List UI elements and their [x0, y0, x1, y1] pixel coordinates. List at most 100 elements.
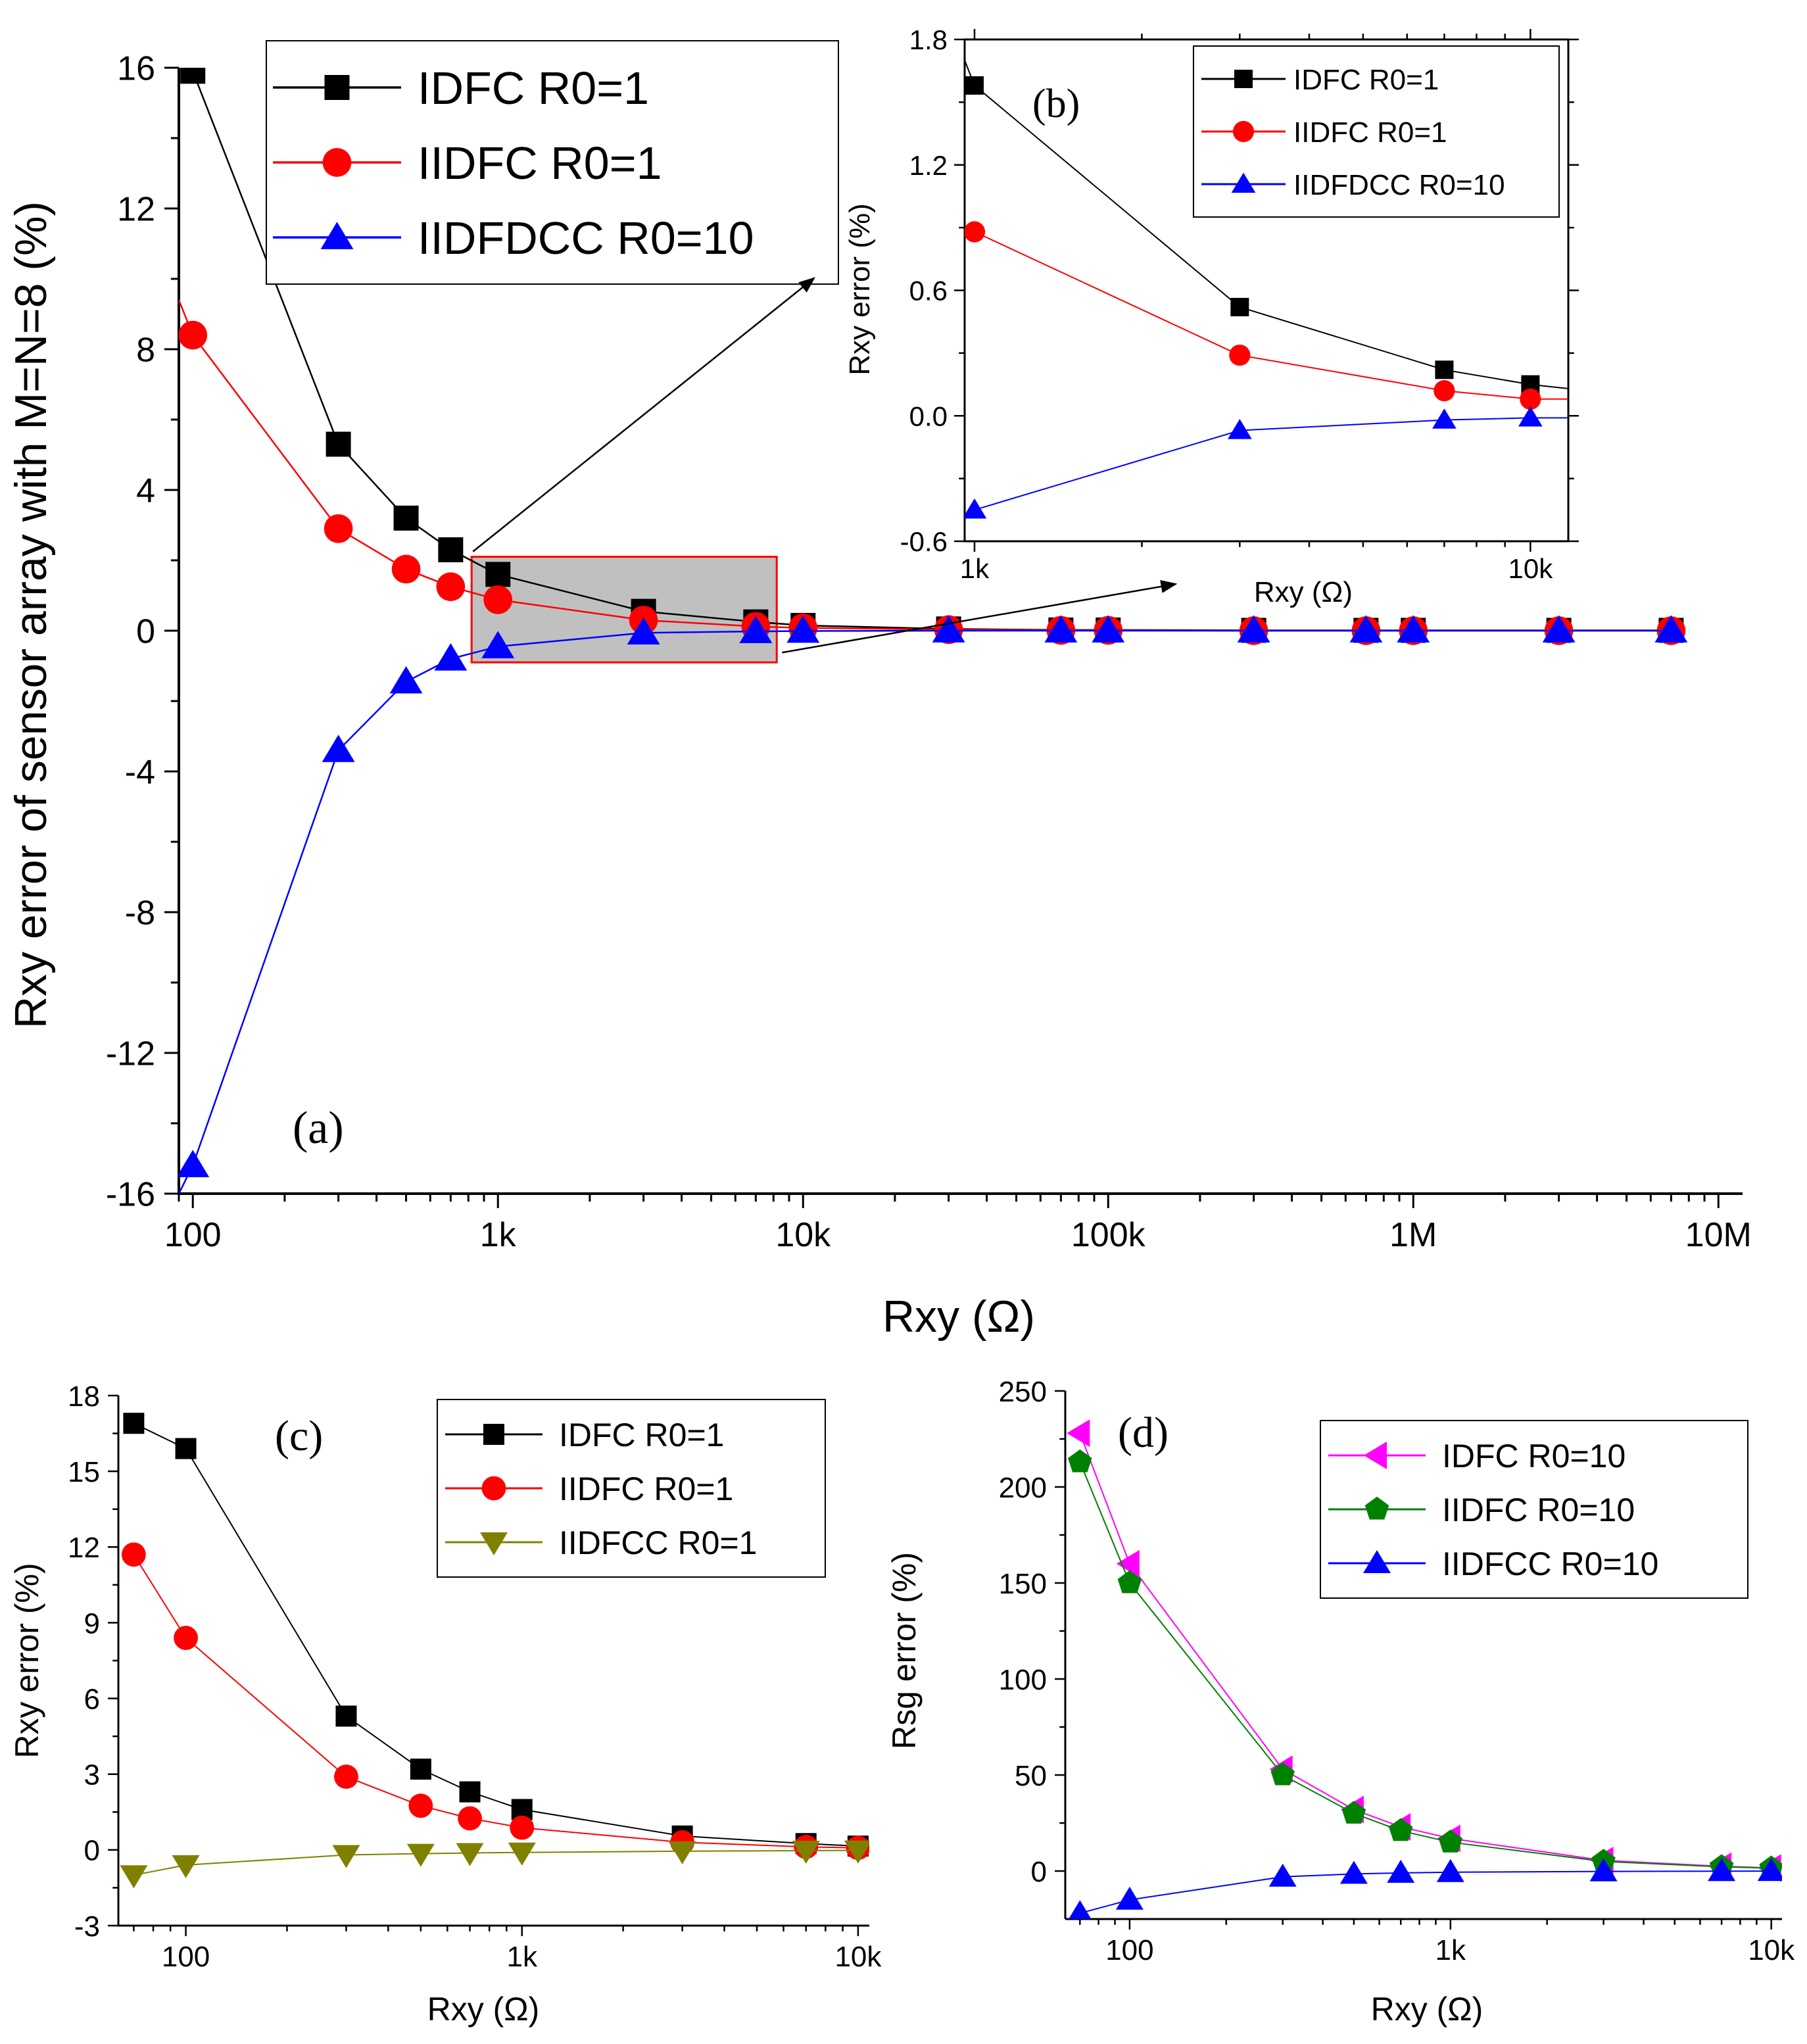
data-point-series-1: [324, 514, 353, 543]
data-point-series-2: [1349, 615, 1383, 643]
data-point-series-1: [1434, 380, 1455, 402]
legend-label-2: IIDFCC R0=1: [559, 1524, 757, 1561]
data-point-series-1: [391, 554, 421, 584]
data-point-series-2: [1589, 1858, 1618, 1882]
y-tick-label: 15: [68, 1456, 100, 1488]
data-point-series-1: [965, 221, 986, 243]
zoom-region-box: [470, 556, 778, 664]
data-point-series-0: [438, 537, 464, 562]
data-point-series-2: [1268, 1863, 1297, 1887]
data-point-series-1: [334, 1764, 358, 1789]
axes: 0 50 100 150 200 250 100 1k 10k Rxy (Ω) Rsg error …: [886, 1376, 1795, 2028]
series-line-2: [974, 417, 1568, 511]
y-tick-label: 16: [117, 50, 155, 88]
panel-label: (a): [293, 1103, 344, 1154]
data-point-series-2: [1092, 615, 1125, 643]
legend: IDFC R0=1 IIDFC R0=1 IIDFDCC R0=10: [1193, 45, 1560, 218]
data-point-series-2: [322, 735, 355, 762]
data-point-series-0: [175, 1438, 197, 1459]
legend-label-2: IIDFCC R0=10: [1442, 1545, 1658, 1582]
data-point-series-2: [1044, 615, 1078, 643]
data-area: [965, 60, 1568, 519]
data-point-series-1: [1520, 388, 1541, 410]
data-point-series-2: [481, 631, 515, 658]
data-point-series-2: [120, 1865, 148, 1889]
y-tick-label: 250: [999, 1376, 1047, 1408]
data-point-series-1: [1117, 1570, 1142, 1594]
data-point-series-2: [1069, 1900, 1092, 1919]
x-tick-label: 1M: [1389, 1216, 1437, 1254]
legend-marker-2: [1231, 172, 1256, 193]
data-point-series-0: [1435, 360, 1454, 379]
legend-label-2: IIDFDCC R0=10: [418, 212, 754, 264]
x-tick-label: 100k: [1071, 1216, 1146, 1254]
data-point-series-2: [1339, 1861, 1368, 1884]
y-tick-label: -4: [125, 754, 155, 792]
data-point-series-2: [434, 643, 468, 671]
data-point-series-2: [1518, 406, 1543, 427]
series-line-2: [1080, 1870, 1771, 1914]
data-point-series-2: [932, 615, 965, 643]
x-axis-title: Rxy (Ω): [882, 1292, 1035, 1342]
y-tick-label: 100: [999, 1664, 1047, 1696]
data-point-series-1: [1270, 1762, 1295, 1786]
data-point-series-0: [965, 76, 984, 95]
legend-marker-1: [481, 1476, 506, 1501]
data-point-series-2: [1227, 419, 1252, 439]
data-area: [1067, 1419, 1782, 1919]
x-tick-label: 10M: [1685, 1216, 1752, 1254]
x-tick-label: 100: [162, 1941, 210, 1973]
data-point-series-2: [668, 1841, 696, 1864]
y-tick-label: 8: [136, 331, 155, 370]
data-point-series-2: [1397, 615, 1430, 643]
data-point-series-2: [389, 666, 423, 694]
legend-marker-0: [483, 1424, 504, 1445]
y-tick-label: 3: [84, 1759, 100, 1791]
series-line-2: [179, 629, 1672, 1194]
data-point-series-1: [483, 585, 513, 614]
y-axis-title: Rxy error (%): [844, 203, 876, 376]
x-tick-label: 1k: [507, 1941, 538, 1973]
axes: -0.6 0.0 0.6 1.2 1.8 1k 10k Rxy (Ω) Rxy error (%…: [844, 24, 1579, 608]
data-point-series-0: [1116, 1549, 1140, 1578]
data-area: [120, 1413, 869, 1889]
data-point-series-1: [1388, 1818, 1413, 1841]
legend-label-2: IIDFDCC R0=10: [1293, 169, 1505, 201]
legend-label-0: IDFC R0=1: [418, 62, 649, 114]
legend-label-0: IDFC R0=1: [1293, 64, 1439, 96]
axes: -3 0 3 6 9 12 15 18 100 1k 10k Rxy (Ω) Rxy error (%): [9, 1380, 882, 2028]
data-point-series-0: [485, 562, 511, 587]
data-point-series-1: [408, 1793, 433, 1818]
x-tick-label: 10k: [1748, 1934, 1795, 1966]
y-tick-label: 0: [1031, 1856, 1047, 1888]
x-tick-label: 1k: [1435, 1934, 1466, 1966]
y-tick-label: 1.8: [909, 24, 948, 55]
y-tick-label: 0: [136, 613, 155, 651]
y-axis-title: Rsg error (%): [886, 1552, 923, 1749]
legend-marker-2: [320, 222, 354, 249]
y-tick-label: 0.0: [909, 401, 948, 431]
y-tick-label: -3: [74, 1910, 100, 1943]
zoom-arrow-upper: [472, 277, 815, 552]
data-point-series-2: [1432, 408, 1457, 429]
y-tick-label: -16: [106, 1176, 155, 1214]
legend-marker-2: [480, 1532, 508, 1555]
legend-label-1: IIDFC R0=1: [418, 137, 662, 189]
data-point-series-2: [844, 1840, 869, 1864]
data-point-series-1: [174, 1626, 198, 1650]
y-tick-label: 1.2: [909, 150, 948, 181]
data-point-series-2: [1115, 1886, 1144, 1910]
x-axis-title: Rxy (Ω): [1254, 576, 1353, 608]
data-point-series-2: [739, 616, 773, 643]
legend-label-1: IIDFC R0=1: [559, 1471, 733, 1507]
data-area: [179, 68, 1688, 1194]
series-line-2: [133, 1849, 858, 1876]
legend-marker-0: [1234, 70, 1253, 88]
data-point-series-2: [456, 1843, 484, 1866]
y-tick-label: -8: [125, 894, 155, 933]
data-point-series-2: [179, 1150, 210, 1178]
data-point-series-1: [1438, 1830, 1463, 1853]
data-point-series-1: [1068, 1449, 1092, 1472]
zoom-arrow-lower: [782, 580, 1178, 654]
